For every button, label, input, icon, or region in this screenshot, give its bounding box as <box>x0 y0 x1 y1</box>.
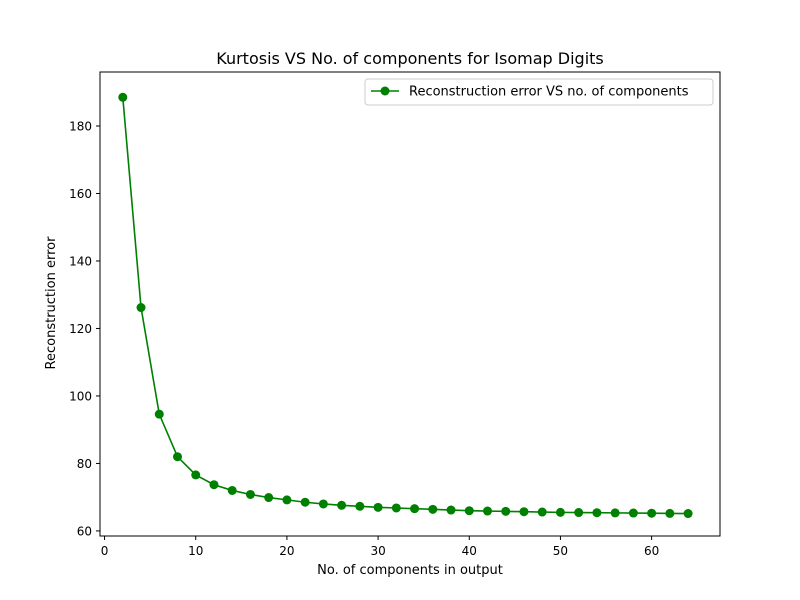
data-point <box>647 508 657 518</box>
data-point <box>173 452 182 462</box>
data-point <box>227 485 237 495</box>
y-axis-ticks: 60 80 100 120 140 160 180 <box>69 119 100 538</box>
data-point <box>501 506 511 516</box>
x-axis-ticks: 0 10 20 30 40 50 60 <box>101 536 659 558</box>
y-tick-label: 180 <box>69 119 92 133</box>
data-point <box>118 92 128 102</box>
x-tick-label: 60 <box>644 544 659 558</box>
y-axis-label: Reconstruction error <box>44 236 59 370</box>
data-point <box>537 507 547 517</box>
data-point <box>519 507 529 517</box>
data-point <box>245 489 255 499</box>
y-tick-label: 100 <box>69 389 92 403</box>
data-point <box>446 505 456 515</box>
data-point <box>264 493 274 503</box>
data-point <box>300 497 310 507</box>
data-point <box>628 508 638 518</box>
legend: Reconstruction error VS no. of component… <box>364 78 714 106</box>
x-tick-label: 30 <box>370 544 385 558</box>
legend-marker-sample <box>380 86 390 96</box>
data-point <box>410 504 420 514</box>
y-tick-label: 60 <box>77 524 92 538</box>
data-point <box>683 509 693 519</box>
legend-box <box>364 78 714 106</box>
plot-area <box>118 92 693 519</box>
chart-title: Kurtosis VS No. of components for Isomap… <box>216 49 604 68</box>
data-point <box>592 508 602 518</box>
data-point <box>318 499 328 509</box>
data-point <box>337 500 347 510</box>
x-tick-label: 0 <box>101 544 109 558</box>
data-point <box>191 470 201 480</box>
data-point <box>428 504 438 514</box>
y-tick-label: 160 <box>69 187 92 201</box>
x-tick-label: 50 <box>553 544 568 558</box>
x-tick-label: 20 <box>279 544 294 558</box>
data-point <box>282 495 292 505</box>
data-point <box>574 508 584 518</box>
data-point <box>373 502 383 512</box>
y-tick-label: 80 <box>77 457 92 471</box>
x-axis-label: No. of components in output <box>317 563 503 578</box>
data-point <box>355 501 365 511</box>
y-tick-label: 140 <box>69 254 92 268</box>
x-tick-label: 40 <box>462 544 477 558</box>
data-point <box>209 480 219 490</box>
data-point <box>555 507 565 517</box>
data-point <box>483 506 492 516</box>
data-point <box>391 503 401 513</box>
legend-entry-label: Reconstruction error VS no. of component… <box>409 85 689 100</box>
x-tick-label: 10 <box>188 544 203 558</box>
data-point <box>154 409 164 419</box>
data-point <box>136 303 146 313</box>
data-point <box>610 508 620 518</box>
plot-frame <box>99 71 721 537</box>
data-point <box>464 506 474 516</box>
y-tick-label: 120 <box>69 322 92 336</box>
data-point <box>665 508 675 518</box>
